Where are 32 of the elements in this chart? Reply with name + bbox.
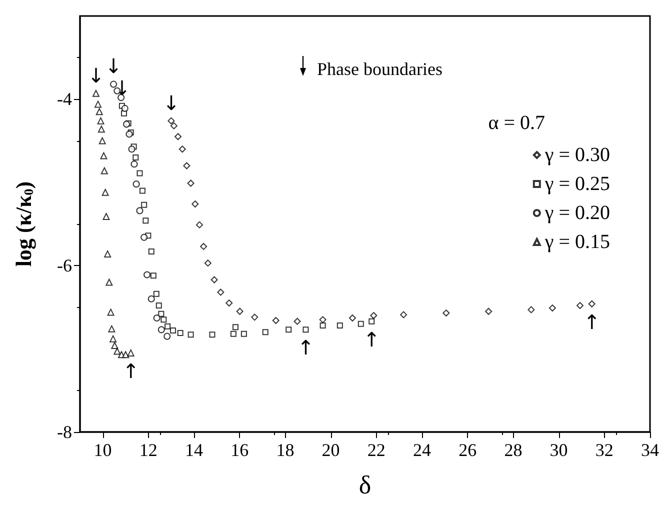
legend-label: γ = 0.30 — [544, 144, 610, 166]
legend-label: γ = 0.15 — [544, 231, 610, 253]
y-axis-title: log (κ/κ0) — [11, 181, 36, 267]
x-tick-label: 18 — [276, 440, 294, 460]
x-tick-label: 12 — [139, 440, 158, 460]
x-tick-label: 32 — [595, 440, 614, 460]
x-axis-title: δ — [358, 470, 372, 500]
annotation: ↓ — [114, 76, 130, 100]
legend-title: α = 0.7 — [488, 112, 546, 134]
annotation: ↓ — [105, 54, 122, 78]
x-tick-label: 16 — [230, 440, 249, 460]
x-tick-label: 24 — [413, 440, 431, 460]
legend-label: γ = 0.20 — [544, 202, 610, 224]
x-tick-label: 34 — [641, 440, 659, 460]
annotation: ↑ — [122, 358, 140, 383]
y-tick-label: -6 — [57, 256, 72, 276]
x-tick-label: 14 — [185, 440, 203, 460]
annotation: ↓ — [162, 90, 180, 115]
legend-label: γ = 0.25 — [544, 173, 610, 195]
annotation: ↓ — [88, 63, 104, 88]
annotation: ↑ — [297, 336, 314, 360]
x-tick-label: 22 — [367, 440, 386, 460]
x-tick-label: 28 — [504, 440, 522, 460]
x-tick-label: 26 — [458, 440, 477, 460]
x-tick-label: 20 — [322, 440, 340, 460]
annotation: ↑ — [583, 310, 600, 334]
x-tick-label: 10 — [94, 440, 112, 460]
y-tick-label: -4 — [57, 89, 72, 110]
x-tick-label: 30 — [550, 440, 568, 460]
y-tick-label: -8 — [57, 422, 72, 442]
annotation: ↑ — [363, 327, 380, 352]
annotation: Phase boundaries — [317, 59, 442, 79]
